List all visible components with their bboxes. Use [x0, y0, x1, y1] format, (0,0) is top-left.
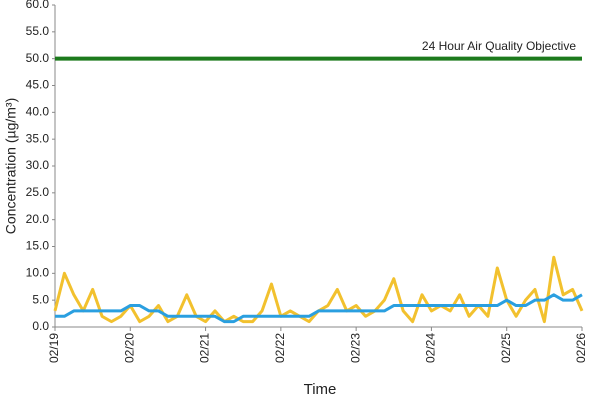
x-tick-label: 02/25: [499, 333, 513, 363]
y-tick-label: 5.0: [32, 292, 49, 306]
y-tick-label: 50.0: [26, 51, 50, 65]
series-line: [55, 293, 583, 324]
y-tick-label: 45.0: [26, 78, 50, 92]
y-tick-label: 35.0: [26, 131, 50, 145]
y-tick-label: 40.0: [26, 105, 50, 119]
x-tick-label: 02/20: [122, 333, 136, 363]
x-tick-label: 02/21: [198, 333, 212, 363]
y-tick-label: 60.0: [26, 0, 50, 11]
y-axis-title: Concentration (µg/m³): [3, 98, 19, 234]
x-tick-label: 02/22: [273, 333, 287, 363]
y-tick-label: 30.0: [26, 158, 50, 172]
y-tick-label: 55.0: [26, 24, 50, 38]
y-tick-label: 15.0: [26, 239, 50, 253]
y-tick-label: 0.0: [32, 319, 49, 333]
x-tick-label: 02/24: [424, 333, 438, 363]
x-tick-label: 02/23: [348, 333, 362, 363]
y-tick-label: 20.0: [26, 212, 50, 226]
threshold-label: 24 Hour Air Quality Objective: [422, 39, 576, 53]
x-axis-title: Time: [304, 381, 337, 398]
x-tick-label: 02/19: [47, 333, 61, 363]
y-tick-label: 25.0: [26, 185, 50, 199]
y-tick-label: 10.0: [26, 266, 50, 280]
x-tick-label: 02/26: [574, 333, 588, 363]
